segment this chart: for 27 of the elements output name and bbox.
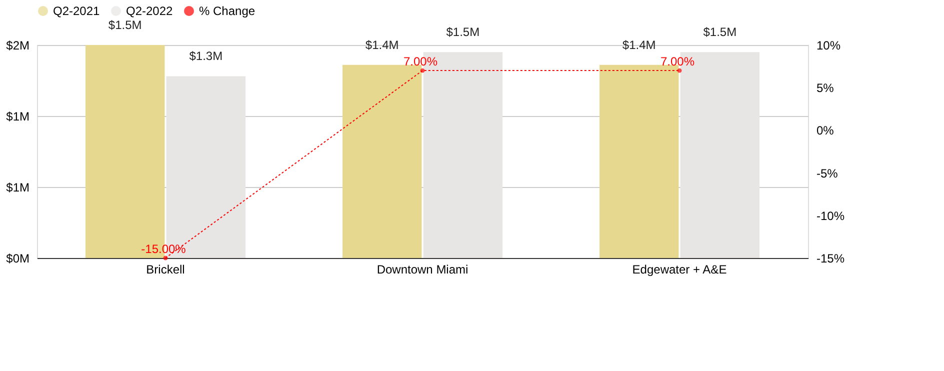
y2-tick-label: 5%	[816, 81, 834, 96]
y-tick-label: $2M	[6, 38, 30, 52]
data-label: 7.00%	[660, 54, 695, 69]
data-label: $1.5M	[446, 25, 480, 40]
bar	[599, 64, 679, 258]
data-label: $1.4M	[365, 38, 399, 52]
data-label: $1.3M	[189, 49, 223, 64]
legend-label: Q2-2021	[53, 4, 100, 18]
y2-tick-label: -10%	[816, 208, 845, 223]
bar	[342, 64, 422, 258]
data-label: -15.00%	[141, 242, 186, 256]
y-tick-label: $1M	[6, 180, 30, 194]
x-tick-label: Edgewater + A&E	[632, 262, 727, 276]
data-label: $1.5M	[108, 18, 142, 32]
y-tick-label: $0M	[6, 252, 30, 266]
data-label: $1.4M	[622, 38, 656, 52]
x-tick-label: Downtown Miami	[376, 262, 468, 276]
y2-tick-label: -5%	[816, 166, 838, 180]
data-label: 7.00%	[403, 54, 438, 69]
y2-tick-label: 0%	[816, 124, 834, 138]
legend-label: % Change	[199, 4, 256, 18]
y2-tick-label: -15%	[816, 252, 845, 266]
y2-tick-label: 10%	[816, 38, 841, 52]
data-label: $1.5M	[703, 25, 737, 40]
x-tick-label: Brickell	[146, 262, 185, 276]
y-tick-label: $1M	[6, 110, 30, 124]
legend-label: Q2-2022	[126, 4, 174, 18]
